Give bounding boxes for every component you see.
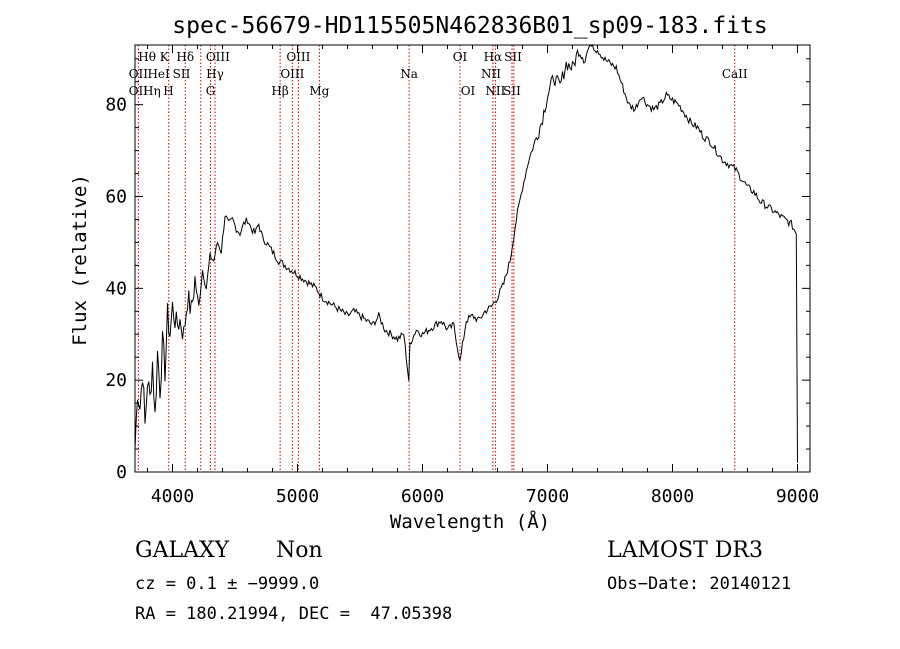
emission-line-label: HeI [147, 67, 170, 81]
observation-date: Obs−Date: 20140121 [607, 574, 792, 594]
x-tick-label: 7000 [526, 486, 569, 507]
y-axis-label: Flux (relative) [69, 174, 91, 346]
y-tick-label: 40 [105, 278, 127, 299]
x-tick-label: 6000 [401, 486, 444, 507]
y-tick-label: 0 [116, 462, 127, 483]
plot-frame [134, 44, 811, 473]
object-class: GALAXY [135, 538, 230, 563]
emission-line-label: Mg [309, 84, 329, 98]
emission-line-label: H [163, 84, 173, 98]
survey-name: LAMOST DR3 [607, 538, 763, 563]
emission-line-label: Hγ [206, 67, 224, 81]
chart-title: spec-56679-HD115505N462836B01_sp09-183.f… [172, 13, 767, 39]
emission-line-label: OI [461, 84, 476, 98]
y-axis-ticks: 0 20 40 60 80 [105, 58, 810, 483]
emission-line-label: Hα [484, 50, 503, 64]
emission-line-label: SII [173, 67, 191, 81]
emission-line-label: Hβ [271, 84, 288, 98]
emission-line-label: NII [481, 67, 501, 81]
x-tick-label: 5000 [276, 486, 319, 507]
x-axis-label: Wavelength (Å) [390, 510, 550, 533]
emission-line-markers [137, 45, 736, 472]
ra-dec-coordinates: RA = 180.21994, DEC = 47.05398 [135, 604, 453, 624]
spectrum-line [134, 44, 798, 463]
x-axis-ticks: 4000 5000 6000 7000 8000 9000 [147, 45, 819, 507]
emission-line-label: NII [485, 84, 505, 98]
emission-line-label: OIII [286, 50, 310, 64]
emission-line-label: Na [400, 67, 418, 81]
y-tick-label: 20 [105, 370, 127, 391]
emission-line-label: OII [129, 84, 149, 98]
redshift-cz: cz = 0.1 ± −9999.0 [135, 574, 320, 594]
y-tick-label: 60 [105, 187, 127, 208]
x-tick-label: 9000 [776, 486, 819, 507]
emission-line-label: OIII [280, 67, 304, 81]
emission-line-label: SII [504, 50, 522, 64]
emission-line-label: CaII [722, 67, 748, 81]
emission-line-label: OII [129, 67, 149, 81]
emission-line-label: Hδ [176, 50, 194, 64]
x-tick-label: 8000 [651, 486, 694, 507]
emission-line-label: OI [453, 50, 468, 64]
y-tick-label: 80 [105, 95, 127, 116]
emission-line-label: SII [503, 84, 521, 98]
emission-line-label: OIII [206, 50, 230, 64]
emission-line-label: G [206, 84, 216, 98]
object-subclass: Non [276, 538, 323, 563]
emission-line-label: K [160, 50, 170, 64]
emission-line-label: Hη [143, 84, 161, 98]
emission-line-label: Hθ [138, 50, 156, 64]
x-tick-label: 4000 [151, 486, 194, 507]
